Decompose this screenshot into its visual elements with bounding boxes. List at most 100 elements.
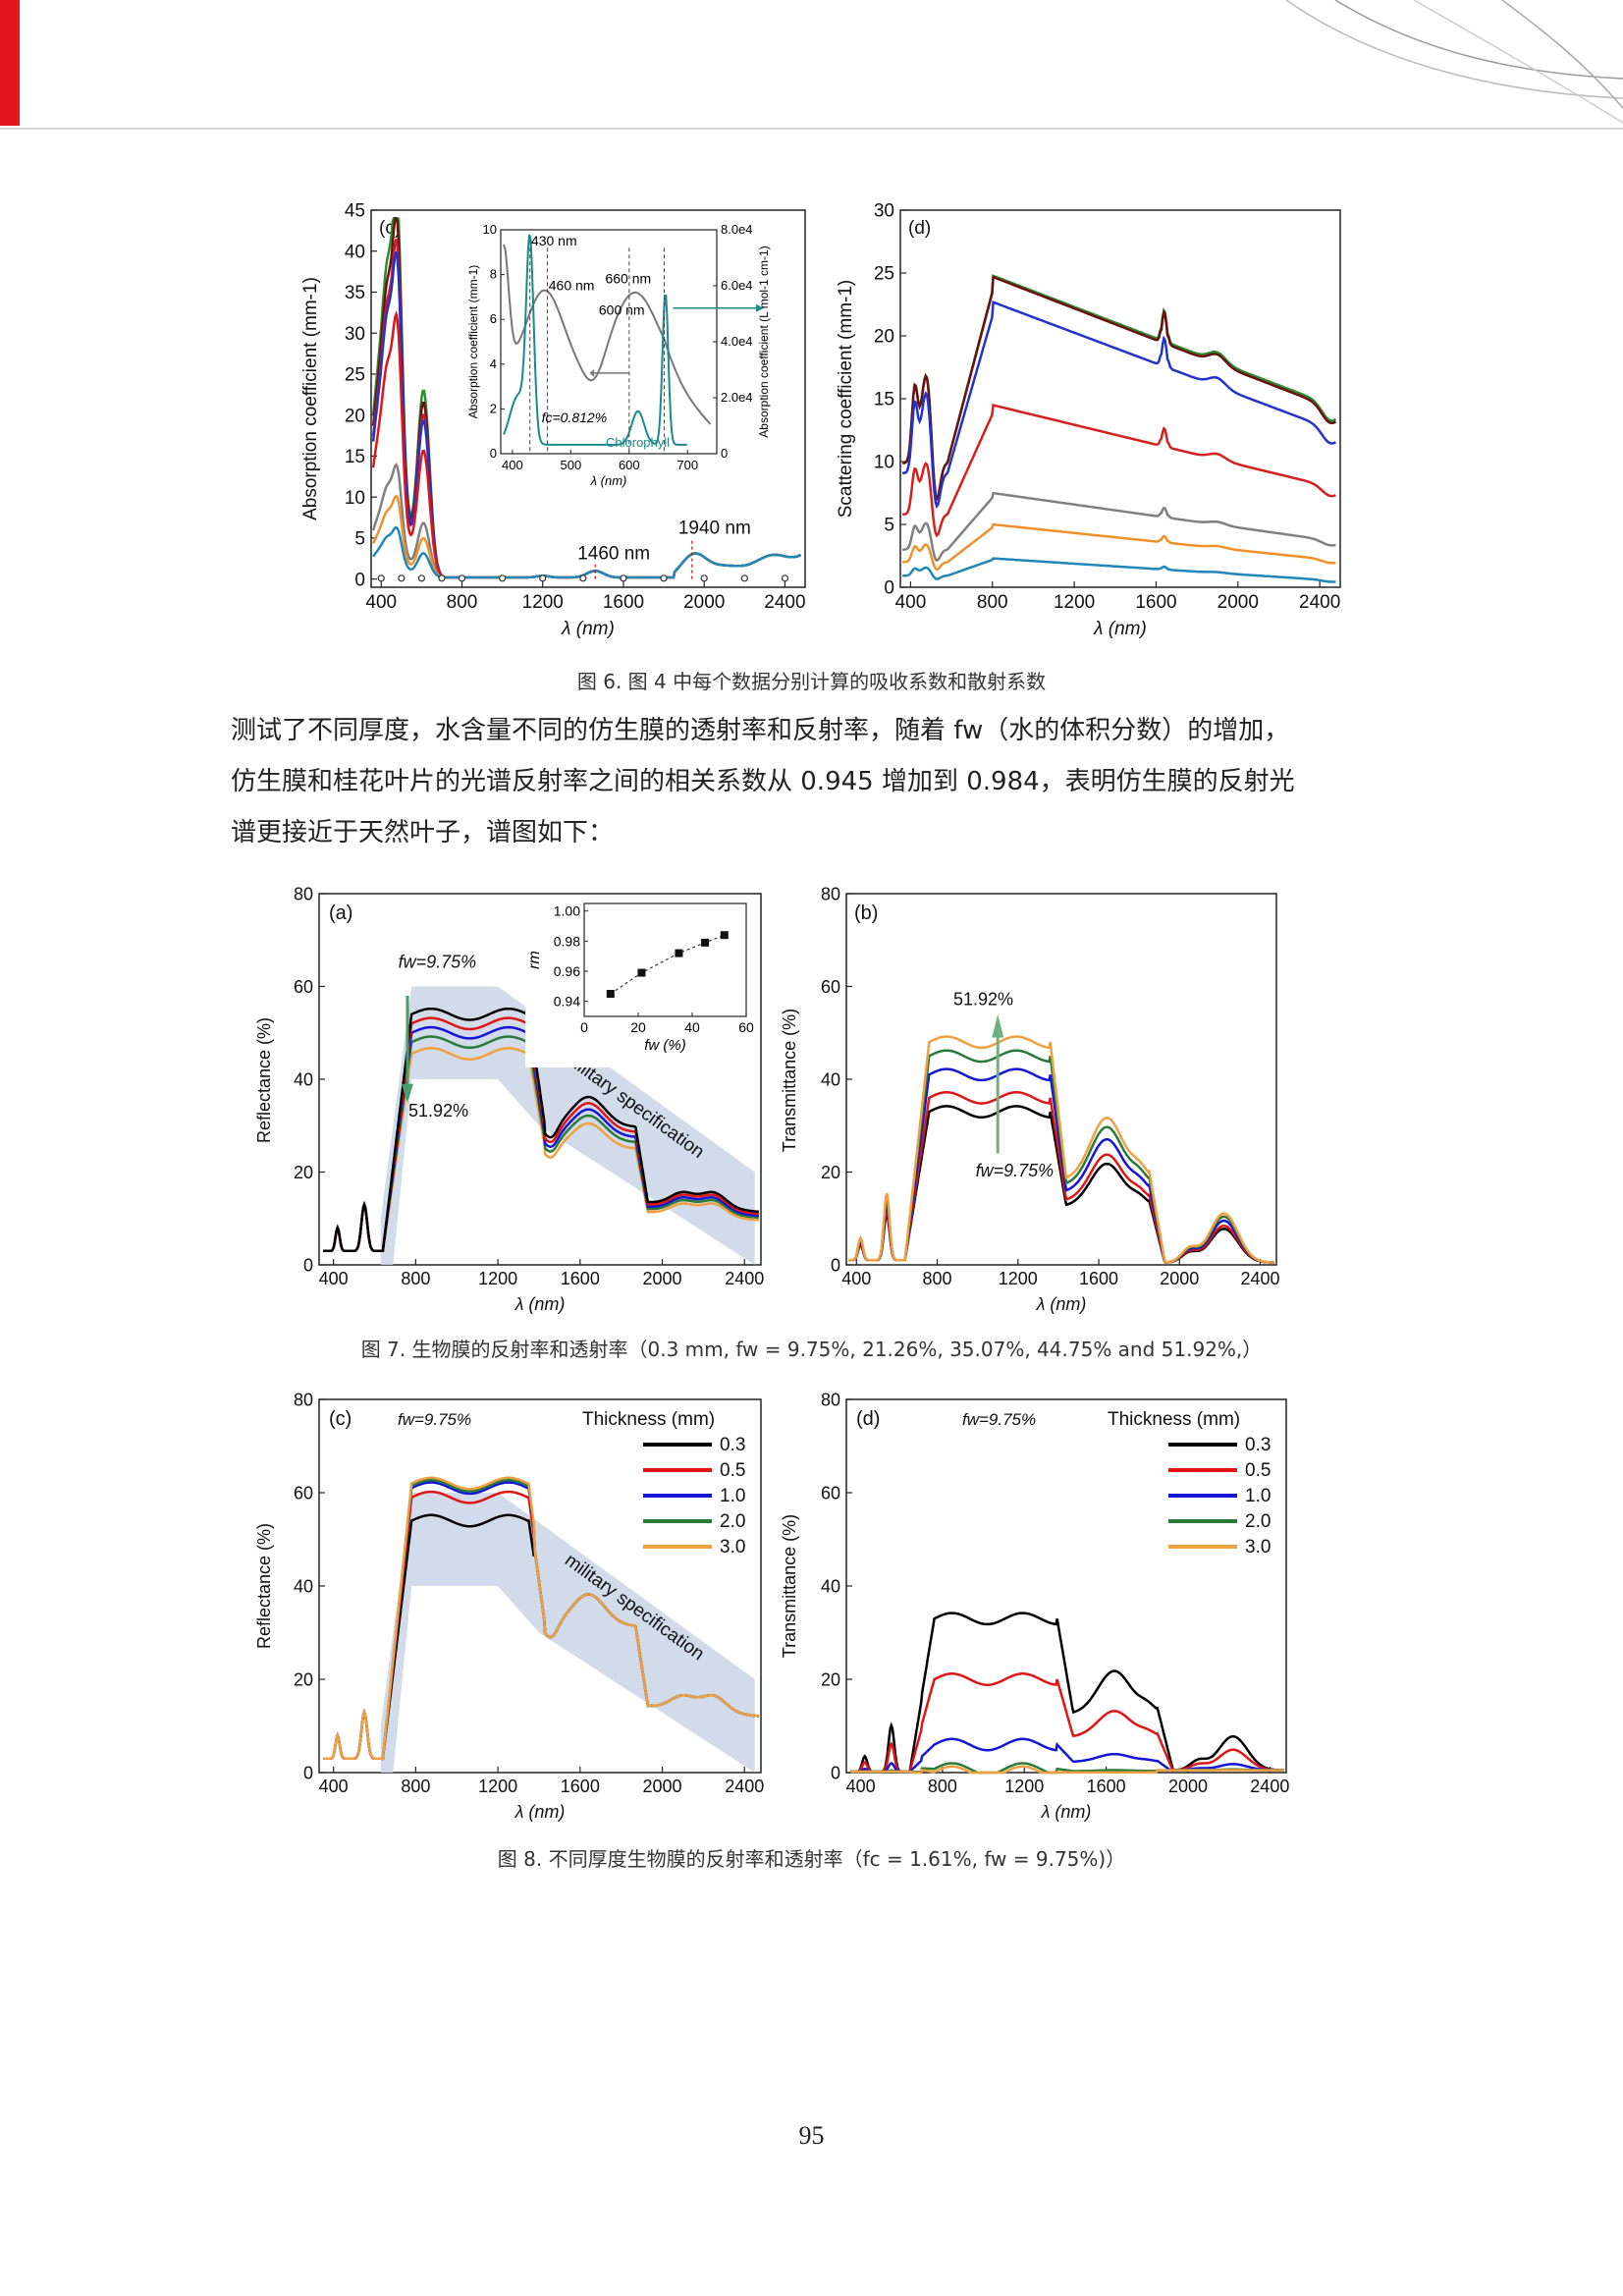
fig7b-arrow-head [992,1013,1004,1038]
fig6c-inset-ann-430: 430 nm [531,233,577,248]
paragraph-line-1: 测试了不同厚度，水含量不同的仿生膜的透射率和反射率，随着 fw（水的体积分数）的… [231,716,1290,745]
fig6d-series-line-3 [901,301,1337,510]
fig8d-xtick-label: 1200 [1004,1777,1044,1796]
fig6d-chart: 400 800 1200 1600 2000 2400 0 5 10 15 20 25 30 λ (nm)… [836,201,1341,639]
fig8d-legend-label-3.0: 3.0 [1245,1537,1271,1558]
fig7b-ytick-label: 80 [821,884,840,903]
fig8d-ytick-label: 20 [821,1669,840,1689]
fig7a-xtick-label: 1600 [561,1269,600,1288]
fig6c-baseline-marker [539,574,547,582]
fig8c-legend-label-3.0: 3.0 [720,1537,745,1558]
fig6c-inset-arrow-right-head [756,303,764,312]
fig7a-ytick-label: 40 [294,1069,313,1089]
fig7a-inset-xlabel: fw (%) [644,1037,686,1054]
fig6c-inset-grey-curve [503,244,712,425]
fig6c-inset-ylabel-right: Absorption coefficient (L mol-1 cm-1) [757,246,771,437]
fig8c-ytick-label: 60 [294,1483,313,1503]
fig6c-xtick-label: 800 [447,592,478,613]
fig6c-ytick-label: 25 [345,365,365,386]
fig7a-inset-ytick-label: 1.00 [554,903,580,919]
fig7a-inset-point [720,931,729,940]
fig7b-xaxis-label: λ (nm) [1036,1294,1087,1314]
fig8c-ytick-label: 0 [303,1763,313,1782]
fig6c-yaxis-label: Absorption coefficient (mm-1) [300,277,321,520]
header-arc-decoration [1285,0,1623,124]
fig8c-legend-label-0.5: 0.5 [720,1460,745,1481]
fig6c-inset-ytick-right: 0 [721,446,728,461]
fig6c-ytick-label: 10 [345,488,365,509]
fig6c-inset-ytick-right: 4.0e4 [721,334,753,349]
fig6c-ytick-label: 20 [345,406,365,426]
fig7a-series-line-5 [323,1007,760,1253]
fig6c-inset-ann-660: 660 nm [605,271,651,287]
fig6c-inset-ytick-left: 10 [483,222,497,237]
fig6c-inset-ytick-left: 8 [490,267,497,282]
fig8c-xtick-label: 800 [401,1777,430,1796]
fig8d-legend-label-1.0: 1.0 [1245,1486,1271,1506]
fig6c-baseline-marker [740,574,748,582]
fig6c-xaxis-label: λ (nm) [561,619,615,639]
fig8c-xtick-label: 2400 [725,1777,764,1796]
fig6d-series-line-4 [901,404,1336,538]
fig6c-baseline-marker [438,574,446,582]
fig8c-legend-label-1.0: 1.0 [720,1486,745,1506]
fig8c-xtick-label: 1600 [561,1777,600,1796]
fig8c-yaxis-label: Reflectance (%) [254,1523,274,1649]
fig7a-inset-point [606,990,615,998]
fig8d-chart: 400 800 1200 1600 2000 2400 0 20 40 60 80 λ (nm) Tra… [780,1390,1289,1822]
fig6c-ytick-label: 0 [354,570,365,590]
fig6d-xtick-label: 1200 [1054,592,1095,613]
fig7b-ytick-label: 20 [821,1163,840,1182]
fig8d-series-line-5 [850,1765,1284,1775]
fig6c-inset-ytick-left: 2 [490,401,497,415]
paragraph-line-2: 仿生膜和桂花叶片的光谱反射率之间的相关系数从 0.945 增加到 0.984，表… [231,767,1295,796]
fig6d-plot-frame [899,209,1341,588]
body-paragraph: 测试了不同厚度，水含量不同的仿生膜的透射率和反射率，随着 fw（水的体积分数）的… [231,705,1399,858]
fig6d-xtick-label: 2000 [1217,592,1259,613]
fig7b-series-line-3 [848,1067,1275,1264]
fig7a-xtick-label: 2000 [643,1269,682,1288]
fig7a-inset-background [525,896,750,1067]
fig6d-xaxis-label: λ (nm) [1093,619,1147,639]
fig6c-inset-ytick-left: 6 [490,311,497,326]
paragraph-line-3: 谱更接近于天然叶子，谱图如下： [231,818,615,847]
fig8d-ytick-label: 0 [831,1763,840,1782]
fig6c-inset-ylabel-left: Absorption coefficient (mm-1) [466,265,480,419]
fig6c-chart: 400 800 1200 1600 2000 2400051015202530354045… [300,201,806,639]
fig6c-baseline-marker [499,574,507,582]
fig7a-xtick-label: 2400 [725,1269,764,1288]
fig8d-xtick-label: 1600 [1087,1777,1126,1796]
fig7a-fw-top: fw=9.75% [399,953,477,972]
fig6c-inset-arrow-left-head [589,368,595,377]
fig7b-fw-top: 51.92% [953,989,1013,1009]
fig6c-ann-1460: 1460 nm [577,544,650,565]
fig8d-plot-frame [845,1398,1287,1774]
fig6d-ytick-label: 10 [874,453,894,473]
fig6d-ytick-label: 5 [884,516,894,536]
fig6d-ytick-label: 0 [884,578,894,599]
fig8d-legend-label-2.0: 2.0 [1245,1511,1271,1532]
fig6c-baseline-marker [377,574,385,582]
fig7-caption: 图 7. 生物膜的反射率和透射率（0.3 mm, fw = 9.75%, 21.… [360,1338,1263,1361]
fig6d-yaxis-label: Scattering coefficient (mm-1) [836,280,856,519]
fig7a-ytick-label: 60 [294,977,313,997]
fig6d-series-line-6 [902,522,1336,572]
fig6c-inset-ytick-right: 2.0e4 [721,390,753,405]
fig7a-inset-point [675,949,683,957]
fig6c-baseline-marker [458,574,466,582]
fig7a-inset-xtick-label: 40 [684,1019,700,1035]
fig6d-ytick-label: 15 [874,390,894,410]
fig7b-series-line-2 [848,1090,1274,1264]
fig6c-xtick-label: 400 [365,592,397,613]
fig6c-inset-xtick-label: 600 [619,458,640,472]
fig8c-ytick-label: 20 [294,1669,313,1689]
fig8d-series-line-2 [850,1672,1284,1774]
fig8c-xtick-label: 1200 [478,1777,517,1796]
fig8d-legend-label-0.5: 0.5 [1245,1460,1271,1481]
fig6c-ann-1940: 1940 nm [678,519,751,539]
fig7b-chart: 400 800 1200 1600 2000 2400 0 20 40 60 80 λ (nm) Tra… [780,884,1280,1314]
fig7a-arrow-head [402,1083,413,1103]
header-rule [0,128,1623,130]
fig7a-xtick-label: 1200 [478,1269,517,1288]
fig8c-fw: fw=9.75% [398,1410,471,1429]
